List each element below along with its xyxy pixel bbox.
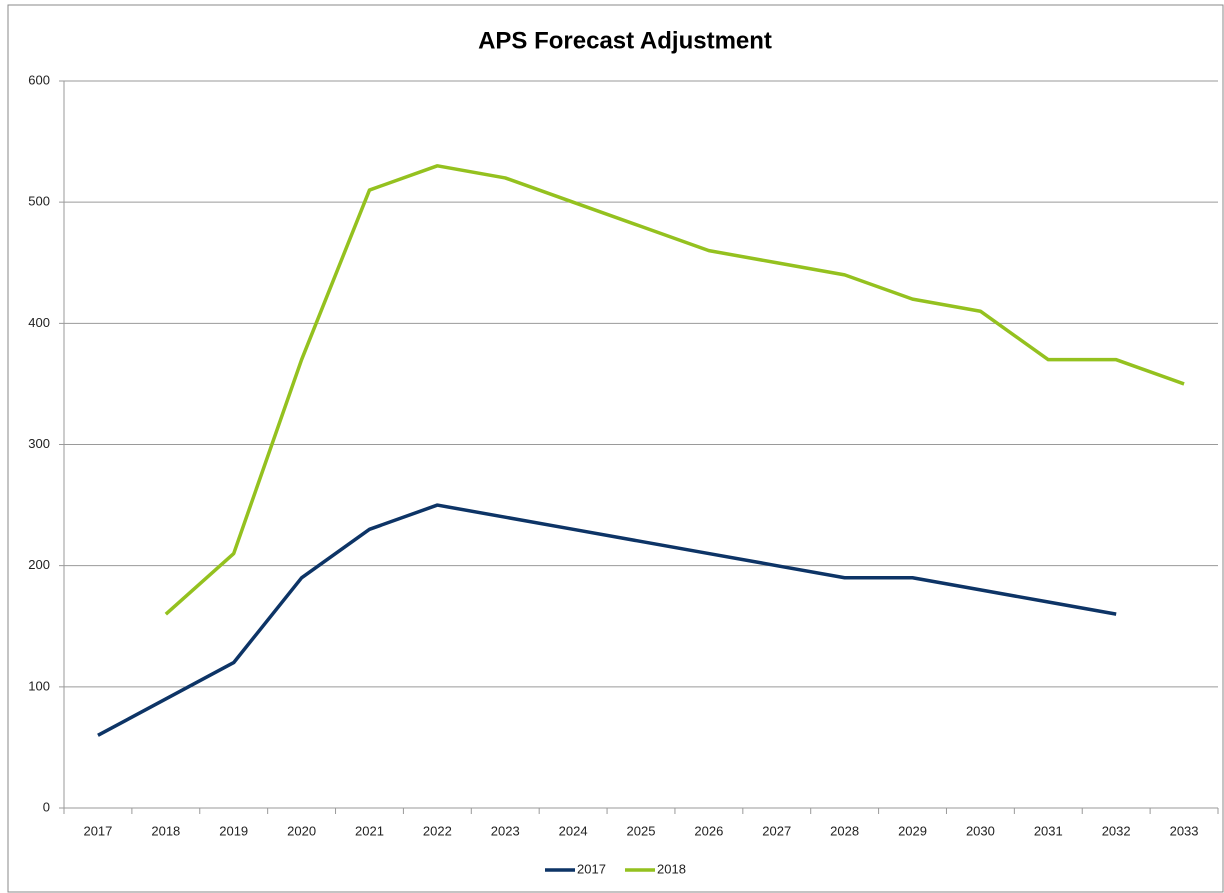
x-tick-label: 2030 <box>966 823 995 838</box>
x-tick-label: 2031 <box>1034 823 1063 838</box>
y-tick-label: 500 <box>28 194 50 209</box>
y-tick-label: 400 <box>28 315 50 330</box>
x-tick-label: 2021 <box>355 823 384 838</box>
series-line <box>97 503 1117 737</box>
x-tick-label: 2025 <box>627 823 656 838</box>
x-tick-label: 2032 <box>1102 823 1131 838</box>
x-tick-label: 2019 <box>219 823 248 838</box>
x-tick-label: 2033 <box>1170 823 1199 838</box>
x-tick-label: 2020 <box>287 823 316 838</box>
y-tick-label: 600 <box>28 72 50 87</box>
legend-label: 2018 <box>657 861 686 876</box>
chart-title: APS Forecast Adjustment <box>478 27 772 54</box>
series-line <box>164 164 1185 616</box>
x-tick-label: 2018 <box>151 823 180 838</box>
y-tick-label: 100 <box>28 678 50 693</box>
y-tick-label: 0 <box>43 799 50 814</box>
x-tick-label: 2022 <box>423 823 452 838</box>
chart-frame <box>7 4 1224 893</box>
x-tick-label: 2023 <box>491 823 520 838</box>
y-tick-label: 200 <box>28 557 50 572</box>
legend-label: 2017 <box>577 861 606 876</box>
x-tick-label: 2027 <box>762 823 791 838</box>
x-tick-label: 2028 <box>830 823 859 838</box>
x-tick-label: 2026 <box>694 823 723 838</box>
y-tick-label: 300 <box>28 436 50 451</box>
x-tick-label: 2029 <box>898 823 927 838</box>
x-tick-label: 2017 <box>83 823 112 838</box>
x-tick-label: 2024 <box>559 823 588 838</box>
